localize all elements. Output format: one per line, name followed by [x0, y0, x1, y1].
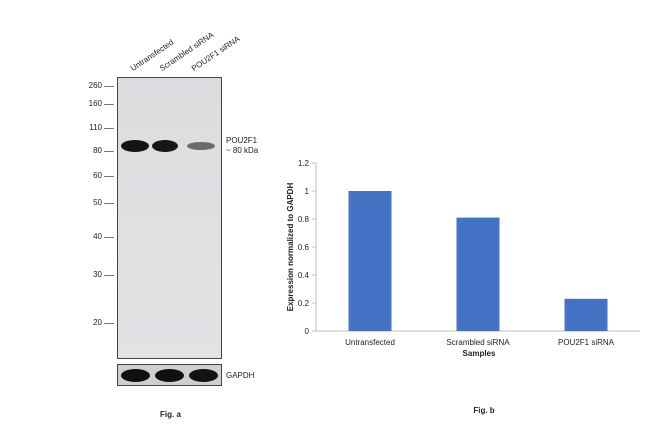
mw-marker-60: 60	[93, 171, 102, 180]
y-tick-label: 0.4	[298, 271, 310, 280]
x-axis-title: Samples	[463, 349, 496, 358]
x-tick-label: Untransfected	[345, 338, 395, 347]
mw-tick	[104, 128, 114, 129]
mw-tick	[104, 203, 114, 204]
y-tick-label: 0.6	[298, 243, 310, 252]
gapdh-membrane	[117, 364, 222, 386]
y-tick-label: 0	[305, 327, 310, 336]
mw-tick	[104, 237, 114, 238]
gapdh-band-scrambled	[155, 369, 184, 382]
fig-a-caption: Fig. a	[160, 410, 181, 419]
y-tick-label: 0.8	[298, 215, 310, 224]
y-tick-label: 1.2	[298, 159, 310, 168]
mw-marker-20: 20	[93, 318, 102, 327]
mw-marker-110: 110	[89, 123, 102, 132]
mw-tick	[104, 151, 114, 152]
mw-marker-40: 40	[93, 232, 102, 241]
bar-scrambled-sirna	[456, 217, 500, 331]
blot-membrane	[117, 77, 222, 359]
y-tick-label: 0.2	[298, 299, 310, 308]
mw-marker-160: 160	[88, 99, 102, 108]
x-tick-label: Scrambled siRNA	[446, 338, 510, 347]
mw-marker-260: 260	[88, 81, 102, 90]
y-tick-label: 1	[305, 187, 310, 196]
mw-marker-80: 80	[93, 146, 102, 155]
gapdh-band-untransfected	[121, 369, 150, 382]
y-axis-title: Expression normalized to GAPDH	[286, 183, 295, 312]
mw-tick	[104, 176, 114, 177]
bar-pou2f1-sirna	[564, 298, 608, 331]
gapdh-label: GAPDH	[226, 371, 255, 380]
fig-b-caption: Fig. b	[473, 406, 494, 415]
band-untransfected	[121, 140, 149, 152]
mw-tick	[104, 104, 114, 105]
band-pou2f1-sirna	[187, 142, 215, 150]
band-scrambled	[152, 140, 178, 152]
bar-untransfected	[348, 191, 392, 331]
mw-marker-50: 50	[93, 198, 102, 207]
target-size: ~ 80 kDa	[226, 146, 259, 155]
mw-tick	[104, 323, 114, 324]
target-label: POU2F1	[226, 136, 258, 145]
mw-tick	[104, 86, 114, 87]
x-tick-label: POU2F1 siRNA	[558, 338, 615, 347]
gapdh-band-pou2f1-sirna	[189, 369, 218, 382]
mw-marker-30: 30	[93, 270, 102, 279]
mw-tick	[104, 275, 114, 276]
